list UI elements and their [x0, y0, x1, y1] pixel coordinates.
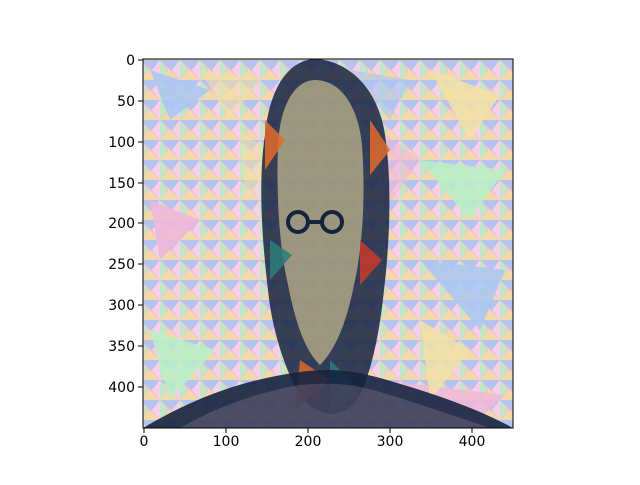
x-tick-200: 200 [295, 428, 322, 450]
y-tick-label: 150 [108, 176, 135, 192]
y-tick-100: 100 [108, 135, 143, 151]
y-tick-label: 0 [126, 53, 135, 69]
y-tick-300: 300 [108, 298, 143, 314]
x-tick-400: 400 [459, 428, 486, 450]
y-tick-150: 150 [108, 176, 143, 192]
x-tick-label: 100 [213, 434, 240, 450]
y-tick-250: 250 [108, 257, 143, 273]
y-tick-label: 50 [117, 94, 135, 110]
glasses [286, 210, 344, 234]
y-tick-label: 400 [108, 380, 135, 396]
x-tick-300: 300 [377, 428, 404, 450]
axes-border [142, 58, 514, 429]
x-tick-100: 100 [213, 428, 240, 450]
y-tick-350: 350 [108, 339, 143, 355]
y-tick-400: 400 [108, 380, 143, 396]
y-tick-50: 50 [117, 94, 143, 110]
y-tick-200: 200 [108, 216, 143, 232]
y-tick-label: 250 [108, 257, 135, 273]
axes [142, 58, 514, 429]
y-tick-label: 200 [108, 216, 135, 232]
x-axis: 0 100 200 300 400 [140, 428, 486, 450]
x-tick-label: 400 [459, 434, 486, 450]
y-tick-label: 300 [108, 298, 135, 314]
y-tick-label: 350 [108, 339, 135, 355]
portrait-silhouette [143, 59, 513, 428]
y-axis: 0 50 100 150 200 250 300 350 [108, 53, 143, 396]
x-tick-label: 200 [295, 434, 322, 450]
x-tick-0: 0 [140, 428, 149, 450]
x-tick-label: 0 [140, 434, 149, 450]
y-tick-0: 0 [126, 53, 143, 69]
x-tick-label: 300 [377, 434, 404, 450]
y-tick-label: 100 [108, 135, 135, 151]
